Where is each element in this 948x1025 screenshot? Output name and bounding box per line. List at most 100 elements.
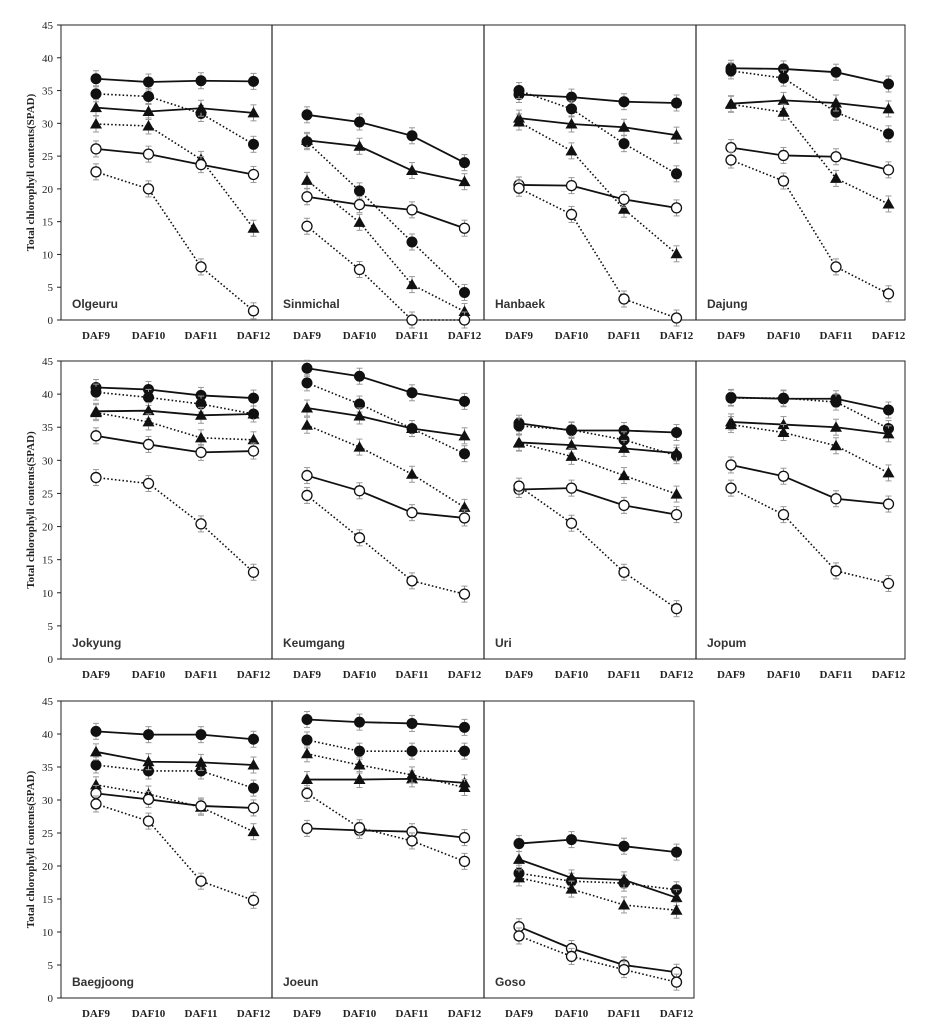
series-line — [306, 753, 465, 789]
data-point — [142, 404, 155, 416]
y-tick-label: 45 — [42, 696, 54, 708]
panel-joeun: DAF9 DAF10 DAF11 DAF12 Joeun — [283, 710, 482, 1020]
x-tick-label: DAF10 — [132, 330, 166, 342]
data-point — [830, 396, 842, 408]
data-point — [565, 450, 578, 461]
data-point — [882, 427, 895, 439]
series-line — [730, 423, 889, 474]
x-tick-label: DAF11 — [185, 1008, 218, 1020]
data-point — [458, 222, 471, 234]
data-point — [777, 94, 790, 105]
data-point — [830, 66, 842, 78]
x-tick-label: DAF9 — [82, 1008, 111, 1020]
y-tick-label: 25 — [42, 488, 54, 500]
data-point — [247, 759, 260, 770]
series-line — [306, 367, 465, 403]
data-point — [247, 305, 260, 317]
y-tick-label: 35 — [42, 86, 54, 98]
data-point — [90, 166, 102, 178]
x-tick-label: DAF9 — [82, 669, 111, 681]
data-point — [778, 392, 789, 404]
panel-title: Olgeuru — [72, 297, 118, 311]
x-tick-label: DAF9 — [717, 669, 746, 681]
data-point — [830, 493, 842, 505]
data-point — [882, 577, 895, 590]
data-point — [725, 65, 737, 77]
series-line — [518, 872, 677, 891]
data-point — [406, 768, 418, 780]
data-point — [670, 976, 683, 988]
data-point — [353, 759, 366, 770]
data-point — [830, 172, 842, 183]
data-point — [513, 437, 525, 448]
data-point — [618, 566, 630, 578]
data-point — [830, 421, 842, 432]
series-line — [306, 792, 465, 863]
data-point — [301, 134, 313, 145]
data-point — [882, 466, 895, 478]
data-point — [830, 439, 842, 451]
panel-keumgang: DAF9 DAF10 DAF11 DAF12 Keumgang — [283, 359, 482, 681]
y-tick-label: 0 — [48, 315, 54, 327]
x-tick-label: DAF12 — [448, 669, 482, 681]
y-tick-label: 15 — [42, 555, 54, 567]
x-tick-label: DAF11 — [820, 669, 853, 681]
panel-dajung: DAF9 DAF10 DAF11 DAF12 Dajung — [707, 59, 906, 342]
data-point — [725, 141, 737, 154]
y-tick-label: 15 — [42, 894, 54, 906]
data-point — [90, 725, 102, 737]
x-tick-label: DAF10 — [132, 669, 166, 681]
data-point — [458, 501, 471, 512]
x-tick-label: DAF11 — [396, 1008, 429, 1020]
panel-title: Hanbaek — [495, 297, 545, 311]
data-point — [830, 261, 842, 273]
data-point — [882, 102, 895, 114]
series-line — [95, 784, 254, 833]
data-point — [301, 362, 313, 374]
data-point — [406, 717, 418, 729]
data-point — [513, 480, 525, 492]
series-line — [730, 70, 889, 135]
x-tick-label: DAF10 — [555, 1008, 589, 1020]
series-line — [95, 792, 254, 809]
data-point — [671, 427, 682, 439]
data-point — [458, 314, 471, 326]
series-line — [730, 464, 889, 505]
data-point — [301, 377, 313, 389]
y-tick-label: 20 — [42, 184, 54, 196]
series-line — [518, 121, 678, 255]
data-point — [90, 471, 102, 484]
data-point — [670, 603, 683, 615]
data-point — [353, 216, 366, 227]
panel-title: Baegjoong — [72, 975, 134, 989]
data-point — [301, 747, 313, 759]
data-point — [247, 222, 260, 233]
series-line — [306, 718, 465, 729]
data-point — [565, 208, 578, 221]
data-point — [670, 891, 683, 903]
data-point — [90, 143, 102, 155]
data-point — [513, 930, 525, 942]
panel-title: Keumgang — [283, 636, 345, 650]
data-point — [618, 293, 630, 305]
data-point — [670, 312, 683, 324]
data-point — [513, 116, 525, 127]
data-point — [566, 834, 577, 846]
y-tick-label: 5 — [48, 960, 54, 972]
x-tick-label: DAF12 — [660, 330, 694, 342]
data-point — [195, 800, 207, 812]
data-point — [458, 855, 471, 868]
series-line — [518, 425, 677, 457]
data-point — [406, 204, 418, 216]
y-tick-label: 30 — [42, 455, 54, 467]
series-line — [95, 386, 254, 399]
data-point — [143, 729, 154, 741]
data-point — [353, 263, 366, 276]
data-point — [247, 825, 260, 837]
data-point — [353, 485, 366, 497]
panel-jokyung: DAF9 DAF10 DAF11 DAF12 Jokyung — [72, 378, 271, 681]
data-point — [195, 102, 207, 113]
panel-title: Joeun — [283, 975, 318, 989]
data-point — [671, 97, 682, 109]
data-point — [670, 508, 683, 521]
